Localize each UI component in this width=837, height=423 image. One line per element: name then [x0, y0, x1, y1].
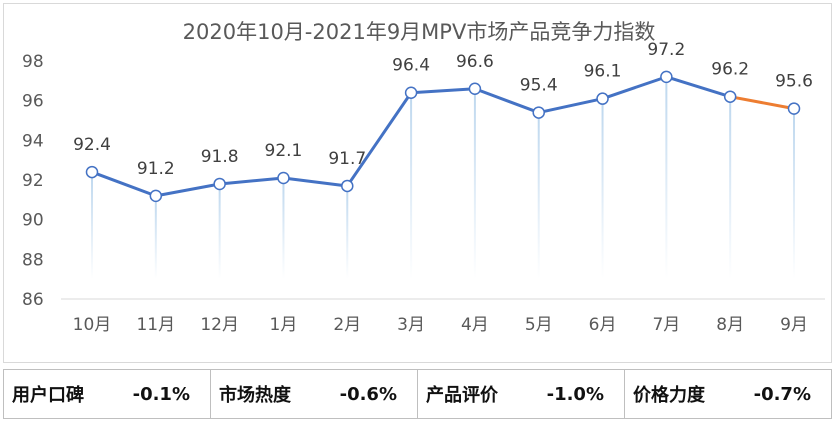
stat-value: -0.1% — [132, 383, 190, 405]
x-tick-label: 11月 — [136, 315, 175, 335]
stat-label: 产品评价 — [426, 385, 498, 406]
x-tick-label: 3月 — [397, 315, 425, 335]
data-label: 91.7 — [328, 149, 366, 169]
x-tick-label: 10月 — [73, 315, 112, 335]
drop-line — [537, 112, 540, 279]
stat-price-strength: 价格力度 -0.7% — [625, 370, 831, 418]
data-point — [404, 86, 418, 99]
stat-value: -0.7% — [753, 383, 811, 405]
data-point — [468, 82, 482, 96]
x-tick-label: 2月 — [333, 315, 361, 335]
stat-label: 价格力度 — [633, 385, 705, 406]
chart-area: 2020年10月-2021年9月MPV市场产品竞争力指数 86 88 90 92 94 9… — [3, 3, 832, 363]
x-tick-label: 8月 — [716, 315, 744, 335]
data-label: 97.2 — [647, 40, 685, 60]
data-label: 96.6 — [456, 52, 494, 72]
stat-product-review: 产品评价 -1.0% — [418, 370, 625, 418]
data-point — [277, 171, 290, 185]
data-label: 91.8 — [201, 147, 239, 167]
stat-label: 市场热度 — [219, 385, 291, 406]
data-point — [532, 106, 545, 119]
data-label: 96.1 — [584, 62, 622, 82]
y-tick-label: 96 — [22, 92, 44, 112]
data-point — [85, 165, 99, 179]
stat-label: 用户口碑 — [12, 385, 84, 406]
data-point — [787, 102, 801, 115]
y-tick-label: 86 — [22, 290, 44, 310]
data-label: 96.2 — [711, 60, 749, 80]
data-label: 95.4 — [520, 76, 558, 96]
x-tick-label: 4月 — [461, 315, 489, 335]
x-tick-label: 7月 — [652, 315, 680, 335]
data-label: 92.4 — [73, 135, 111, 155]
y-tick-label: 98 — [22, 52, 44, 72]
drop-line — [410, 92, 413, 279]
drop-line — [154, 195, 157, 279]
drop-line — [665, 76, 668, 279]
x-tick-label: 12月 — [200, 315, 239, 335]
series-line-last-segment — [729, 95, 795, 111]
data-point — [149, 189, 163, 203]
data-label: 92.1 — [265, 141, 303, 161]
data-point — [213, 177, 226, 191]
y-tick-label: 88 — [22, 250, 44, 270]
stat-market-heat: 市场热度 -0.6% — [211, 370, 418, 418]
data-point — [723, 90, 737, 103]
data-label: 95.6 — [775, 72, 813, 92]
y-tick-label: 94 — [22, 131, 44, 151]
line-chart: 2020年10月-2021年9月MPV市场产品竞争力指数 86 88 90 92 94 9… — [22, 20, 825, 335]
stat-value: -0.6% — [339, 383, 397, 405]
drop-line — [793, 108, 795, 279]
data-label: 91.2 — [137, 159, 175, 179]
x-tick-label: 1月 — [270, 315, 298, 335]
data-point — [596, 92, 609, 105]
stat-value: -1.0% — [546, 383, 604, 405]
drop-line — [218, 183, 221, 279]
y-tick-label: 90 — [22, 211, 44, 231]
drop-line — [601, 98, 604, 279]
data-point — [341, 179, 354, 193]
x-tick-label: 5月 — [525, 315, 553, 335]
drop-line — [729, 96, 732, 279]
stat-user-reputation: 用户口碑 -0.1% — [4, 370, 211, 418]
data-label: 96.4 — [392, 56, 430, 76]
x-tick-label: 6月 — [589, 315, 617, 335]
x-tick-label: 9月 — [780, 315, 808, 335]
chart-title: 2020年10月-2021年9月MPV市场产品竞争力指数 — [183, 20, 656, 44]
stats-table: 用户口碑 -0.1% 市场热度 -0.6% 产品评价 -1.0% 价格力度 -0… — [3, 369, 832, 419]
drop-line — [91, 172, 93, 279]
drop-line — [282, 178, 285, 279]
data-point — [660, 70, 673, 84]
y-tick-label: 92 — [22, 171, 44, 191]
drop-line — [346, 185, 349, 279]
drop-line — [473, 88, 476, 280]
